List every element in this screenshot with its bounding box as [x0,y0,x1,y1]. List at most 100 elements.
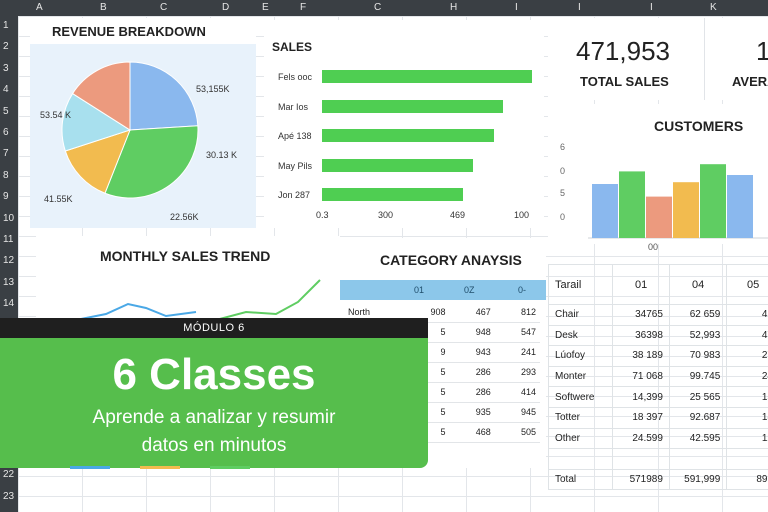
column-header[interactable]: F [300,2,307,13]
trend-title: MONTHLY SALES TREND [100,248,271,264]
row-header[interactable]: 23 [3,490,15,502]
sales-bar [322,70,532,83]
column-header[interactable]: I [650,2,653,13]
category-cell: 505 [494,422,540,443]
pie-label: 30.13 K [206,150,238,160]
sales-bar [322,158,474,172]
row-header[interactable]: 1 [3,20,9,31]
row-header[interactable]: 9 [3,191,9,203]
product-cell: 15 [726,386,768,408]
customers-panel: CUSTOMERS 6 0 5 0 00 [548,104,768,252]
promo-subtitle-line: Aprende a analizar y resumir [92,407,336,428]
product-cell: 891 [726,468,768,491]
category-cell: 812 [494,302,540,323]
customers-axis-tick: 0 [560,212,566,222]
row-header[interactable]: 12 [3,255,15,267]
category-cell: 945 [494,402,540,423]
product-name: Other [547,427,614,450]
column-header[interactable]: I [515,2,518,13]
row-header[interactable]: 10 [3,212,15,224]
product-name: Tarail [547,264,614,305]
row-header[interactable]: 4 [3,84,9,96]
table-row[interactable]: North 908 467 812 [344,302,540,323]
customer-bar [700,164,726,238]
category-cell: 414 [494,382,540,403]
column-header[interactable]: A [36,2,43,13]
column-headers: A B C D E F C H I I I K [0,0,768,16]
sales-axis-tick: 0.3 [316,210,329,220]
category-cell: 468 [449,422,495,443]
category-header[interactable]: 01 [414,285,425,295]
category-cell: 943 [449,342,495,363]
column-header[interactable]: C [374,2,382,13]
customer-bar [619,171,645,238]
row-header[interactable]: 6 [3,127,9,138]
sales-row-label: Jon 287 [278,190,311,200]
row-header[interactable]: 5 [3,105,9,117]
product-cell: 62 659 [668,304,728,326]
column-header[interactable]: B [100,2,107,13]
customer-bar [673,182,699,238]
product-cell: 41 [726,304,768,326]
column-header[interactable]: D [222,2,230,13]
product-cell [726,448,768,470]
row-header[interactable]: 22 [3,469,15,481]
row-header[interactable]: 14 [3,298,15,310]
row-header[interactable]: 13 [3,276,15,288]
table-row[interactable] [547,448,768,470]
products-header-row[interactable]: Tarail 01 04 05 [547,264,768,305]
pie-label: 22.56K [170,212,199,222]
second-kpi-label: AVERA [732,74,768,89]
customers-axis-tick: 5 [560,188,566,198]
row-header[interactable]: 7 [3,148,9,160]
column-header[interactable]: I [578,2,581,13]
pie-slice [61,92,132,152]
category-cell: 547 [494,322,540,343]
product-name: Total [547,468,614,491]
category-header[interactable]: 0Z [464,285,475,295]
legend-swatch [140,466,180,469]
row-header[interactable]: 8 [3,169,9,181]
category-cell: 948 [449,322,495,343]
product-name [547,448,614,470]
sales-row-label: Fels ooc [278,72,313,82]
customer-bar [646,196,672,238]
category-header[interactable]: 0- [518,285,527,295]
customer-bar [592,184,618,238]
product-cell: 18 397 [612,406,670,429]
category-title: CATEGORY ANAYSIS [380,252,522,268]
sales-title: SALES [272,40,313,54]
column-header[interactable]: K [710,2,717,13]
column-header[interactable]: E [262,2,269,13]
sales-bar [322,188,463,201]
row-header[interactable]: 3 [3,62,9,74]
row-header[interactable]: 2 [3,41,9,53]
product-cell: 04 [668,264,728,305]
kpi-panel: 471,953 TOTAL SALES 1 AVERA [548,18,768,100]
product-cell: 47 [726,324,768,347]
column-header[interactable]: C [160,2,168,13]
product-cell: 70 983 [668,345,728,367]
column-header[interactable]: H [450,2,458,13]
sales-axis-tick: 100 [514,210,530,220]
product-cell: 36398 [612,324,670,347]
pie-label: 53,155K [196,84,230,94]
pie-slice [129,61,199,131]
category-cell: 467 [449,302,495,323]
sales-axis-tick: 300 [378,210,394,220]
module-tag: MÓDULO 6 [0,318,428,338]
category-cell: 935 [449,402,495,423]
row-header[interactable]: 11 [3,234,14,245]
promo-subtitle: Aprende a analizar y resumir datos en mi… [0,404,428,460]
product-cell [668,448,728,470]
product-cell: 14,399 [612,386,670,408]
